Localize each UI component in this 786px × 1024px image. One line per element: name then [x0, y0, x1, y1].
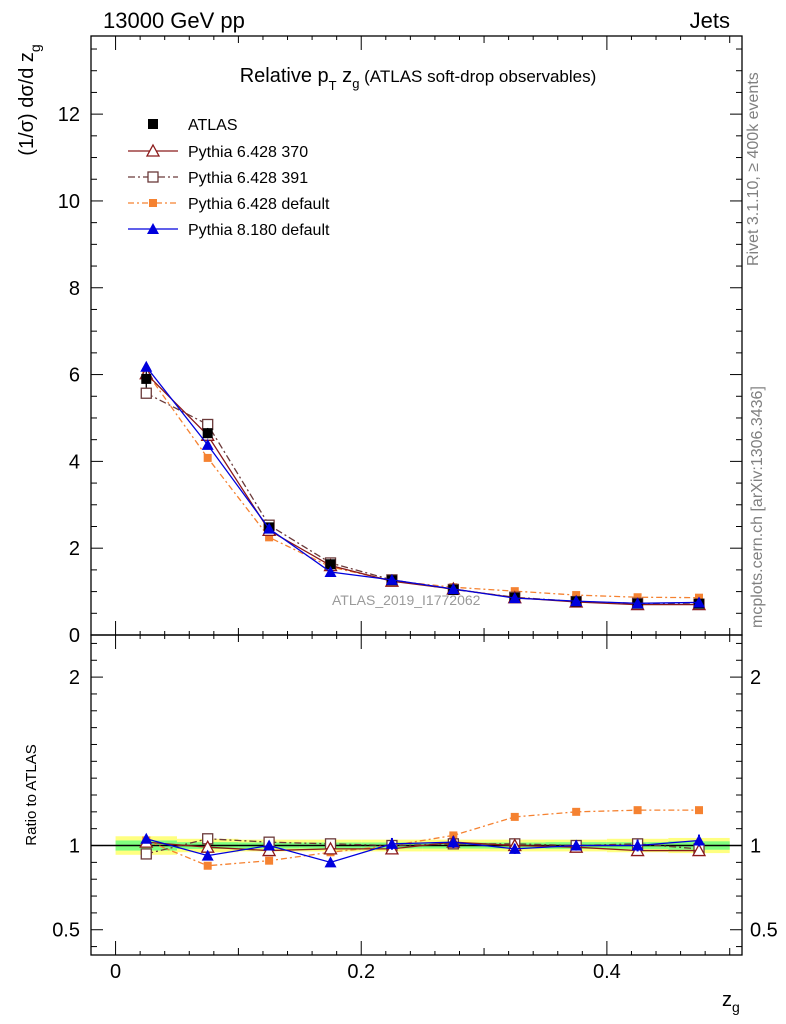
data-point: [570, 595, 583, 607]
x-tick-label: 0.2: [347, 961, 375, 983]
ratio-y-tick-label-right: 2: [750, 667, 761, 689]
ratio-point: [263, 839, 276, 851]
series-line-pythia-6-428-370: [145, 373, 700, 606]
y-tick-label: 6: [69, 365, 80, 387]
x-axis-title: zg: [722, 989, 740, 1015]
legend-label: ATLAS: [188, 117, 238, 134]
series-pythia-8-180-default: [140, 360, 706, 609]
ratio-point: [265, 856, 274, 865]
y-tick-label: 12: [58, 104, 80, 126]
legend-label: Pythia 6.428 default: [188, 196, 330, 213]
legend-entry-atlas: ATLAS: [148, 117, 238, 134]
series-line-pythia-6-428-default: [145, 371, 700, 599]
ratio-point: [633, 806, 642, 815]
legend-marker: [149, 199, 157, 207]
ratio-point: [201, 849, 214, 861]
ratio-line-pythia-6-428-370: [146, 841, 700, 852]
header-right-label: Jets: [689, 8, 730, 33]
ratio-line-pythia-6-428-default: [146, 809, 700, 867]
ratio-series-pythia-6-428-370: [139, 834, 707, 857]
ratio-panel-frame: [90, 634, 743, 956]
legend-marker: [147, 171, 159, 183]
y-tick-label: 0: [69, 625, 80, 647]
data-point: [447, 582, 460, 594]
series-line-pythia-6-428-391: [145, 392, 700, 605]
legend-entry-pythia-6-428-default: Pythia 6.428 default: [128, 196, 330, 213]
ratio-y-tick-label: 2: [69, 667, 80, 689]
ratio-point: [140, 832, 153, 844]
legend-label: Pythia 6.428 370: [188, 144, 308, 161]
x-tick-label: 0: [110, 961, 121, 983]
data-point: [508, 592, 521, 604]
ratio-series-pythia-6-428-default: [142, 806, 704, 870]
analysis-watermark: ATLAS_2019_I1772062: [332, 592, 481, 608]
data-point: [325, 559, 336, 570]
data-point: [203, 453, 212, 462]
data-point: [201, 438, 214, 450]
legend-entry-pythia-6-428-391: Pythia 6.428 391: [128, 170, 308, 187]
ratio-point: [693, 834, 706, 846]
ratio-point: [447, 836, 460, 848]
ratio-y-tick-label-right: 0.5: [750, 920, 778, 942]
y-tick-label: 2: [69, 538, 80, 560]
data-point: [324, 566, 337, 578]
legend-entry-pythia-8-180-default: Pythia 8.180 default: [128, 222, 330, 239]
y-axis-title: (1/σ) dσ/d zg: [16, 44, 43, 155]
data-point: [633, 593, 642, 602]
data-point: [693, 596, 706, 608]
ratio-point: [203, 861, 212, 870]
legend-marker: [147, 223, 159, 234]
ratio-y-tick-label: 1: [69, 836, 80, 858]
legend-label: Pythia 6.428 391: [188, 170, 308, 187]
ratio-line-pythia-6-428-391: [146, 838, 700, 855]
data-point: [202, 428, 213, 439]
ratio-series-pythia-8-180-default: [140, 832, 706, 868]
legend-entry-pythia-6-428-370: Pythia 6.428 370: [128, 143, 308, 161]
legend-marker: [145, 143, 161, 157]
x-tick-label: 0.4: [593, 961, 621, 983]
series-pythia-6-428-391: [140, 387, 705, 610]
series-pythia-6-428-370: [139, 366, 707, 611]
ratio-y-tick-label-right: 1: [750, 836, 761, 858]
y-tick-label: 4: [69, 451, 80, 473]
ratio-point: [695, 806, 704, 815]
ratio-point: [140, 848, 152, 860]
data-point: [263, 522, 276, 534]
data-point: [140, 387, 152, 399]
series-pythia-6-428-default: [142, 367, 704, 602]
ratio-point: [691, 843, 707, 857]
ratio-point: [324, 856, 337, 868]
ratio-point: [385, 837, 398, 849]
data-point: [385, 573, 398, 585]
ratio-point: [572, 807, 581, 816]
data-point: [140, 360, 153, 372]
ratio-y-tick-label: 0.5: [52, 920, 80, 942]
ratio-point: [508, 842, 521, 854]
ratio-y-axis-title: Ratio to ATLAS: [23, 744, 40, 845]
legend-marker: [148, 119, 158, 129]
ratio-point: [323, 841, 338, 855]
series-line-pythia-8-180-default: [145, 366, 700, 604]
legend-label: Pythia 8.180 default: [188, 222, 330, 239]
chart-title: Relative pT zg (ATLAS soft-drop observab…: [240, 65, 597, 93]
ratio-line-pythia-8-180-default: [146, 838, 700, 864]
y-tick-label: 8: [69, 278, 80, 300]
ratio-point: [631, 839, 644, 851]
data-point: [265, 533, 274, 542]
ratio-point: [510, 812, 519, 821]
y-tick-label: 10: [58, 191, 80, 213]
data-point: [631, 597, 644, 609]
series-atlas: [141, 370, 705, 609]
ratio-point: [570, 839, 583, 851]
header-left-label: 13000 GeV pp: [103, 8, 245, 33]
data-point: [141, 373, 152, 384]
